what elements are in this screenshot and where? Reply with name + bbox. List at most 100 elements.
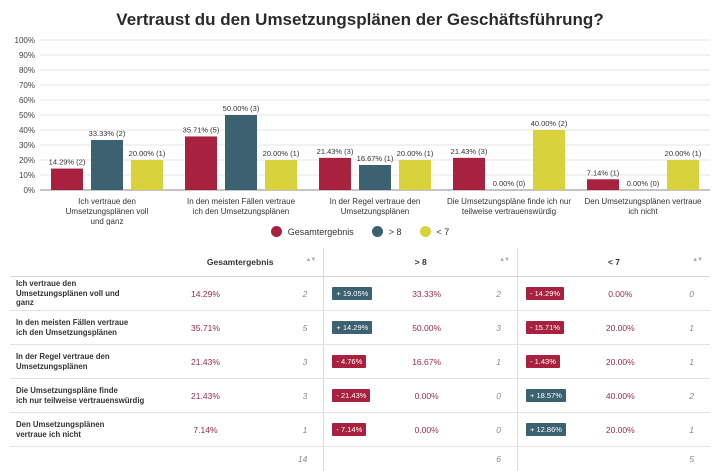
data-label: 16.67% (1) (357, 154, 394, 163)
lt7-pct: 20.00% (583, 345, 657, 379)
pct-value: 35.71% (191, 323, 220, 333)
y-tick-label: 30% (19, 141, 35, 150)
count-value: 3 (496, 323, 501, 333)
y-tick-label: 100% (15, 36, 35, 45)
pct-value: 20.00% (606, 357, 635, 367)
count-value: 5 (303, 323, 308, 333)
lt7-diff: + 18.57% (518, 379, 584, 413)
header-gt8[interactable]: > 8▲▼ (324, 248, 518, 277)
gt8-pct: 0.00% (389, 379, 463, 413)
x-tick-label: Ich vertraue den (78, 197, 136, 206)
count-value: 0 (496, 391, 501, 401)
bar (91, 140, 123, 190)
chart-legend: Gesamtergebnis > 8 < 7 (0, 226, 720, 237)
diff-badge: + 12.86% (526, 423, 566, 436)
y-tick-label: 70% (19, 81, 35, 90)
diff-badge: - 21.43% (332, 389, 370, 402)
y-tick-label: 90% (19, 51, 35, 60)
x-tick-label: ich nicht (628, 207, 658, 216)
gesamt-pct: 14.29% (157, 277, 254, 311)
data-label: 33.33% (2) (89, 129, 126, 138)
header-label: < 7 (608, 257, 620, 267)
total-lt7: 5 (518, 447, 710, 471)
count-value: 2 (689, 391, 694, 401)
data-label: 14.29% (2) (49, 158, 86, 167)
lt7-diff: - 15.71% (518, 311, 584, 345)
row-label-line: vertraue ich nicht (16, 430, 81, 439)
row-label-line: Ich vertraue den (16, 279, 76, 288)
y-tick-label: 0% (23, 186, 35, 195)
count-value: 1 (689, 323, 694, 333)
lt7-count: 1 (658, 345, 711, 379)
lt7-pct: 40.00% (583, 379, 657, 413)
count-value: 1 (496, 357, 501, 367)
header-gesamtergebnis[interactable]: Gesamtergebnis ▲▼ (157, 248, 324, 277)
gt8-pct: 0.00% (389, 413, 463, 447)
pct-value: 0.00% (415, 391, 439, 401)
lt7-diff: - 14.29% (518, 277, 584, 311)
gt8-count: 0 (464, 379, 518, 413)
header-empty (10, 248, 157, 277)
gt8-count: 3 (464, 311, 518, 345)
sort-icon[interactable]: ▲▼ (692, 257, 702, 263)
lt7-count: 2 (658, 379, 711, 413)
row-label-line: ich nur teilweise vertrauenswürdig (16, 396, 144, 405)
count-value: 1 (303, 425, 308, 435)
lt7-count: 0 (658, 277, 711, 311)
x-tick-label: In der Regel vertraue den (330, 197, 421, 206)
gesamt-pct: 7.14% (157, 413, 254, 447)
bar (399, 160, 431, 190)
legend-item-gesamtergebnis[interactable]: Gesamtergebnis (271, 226, 354, 237)
pct-value: 0.00% (415, 425, 439, 435)
diff-badge: - 14.29% (526, 287, 564, 300)
table-header-row: Gesamtergebnis ▲▼ > 8▲▼ < 7 ▲▼ (10, 248, 710, 277)
header-lt7[interactable]: < 7 ▲▼ (518, 248, 710, 277)
legend-item-gt8[interactable]: > 8 (372, 226, 402, 237)
gt8-count: 1 (464, 345, 518, 379)
gt8-count: 2 (464, 277, 518, 311)
row-label-line: Umsetzungsplänen (16, 362, 87, 371)
y-tick-label: 80% (19, 66, 35, 75)
sort-icon[interactable]: ▲▼ (306, 257, 316, 263)
diff-badge: - 7.14% (332, 423, 366, 436)
y-tick-label: 10% (19, 171, 35, 180)
count-value: 2 (303, 289, 308, 299)
lt7-pct: 20.00% (583, 311, 657, 345)
header-label: Gesamtergebnis (207, 257, 274, 267)
sort-icon[interactable]: ▲▼ (499, 257, 509, 263)
legend-label: Gesamtergebnis (288, 227, 354, 237)
gesamt-count: 5 (254, 311, 324, 345)
data-label: 0.00% (0) (627, 179, 660, 188)
y-tick-label: 40% (19, 126, 35, 135)
gesamt-pct: 21.43% (157, 379, 254, 413)
y-tick-label: 20% (19, 156, 35, 165)
totals-spacer (10, 447, 157, 471)
count-value: 0 (689, 289, 694, 299)
lt7-pct: 20.00% (583, 413, 657, 447)
total-value: 14 (298, 454, 307, 464)
gesamt-pct: 21.43% (157, 345, 254, 379)
legend-label: > 8 (389, 227, 402, 237)
count-value: 3 (303, 357, 308, 367)
total-gt8: 6 (324, 447, 518, 471)
diff-badge: + 14.29% (332, 321, 372, 334)
bar-chart: 0%10%20%30%40%50%60%70%80%90%100%14.29% … (0, 30, 720, 225)
bar (667, 160, 699, 190)
x-tick-label: Umsetzungsplänen (341, 207, 409, 216)
x-tick-label: In den meisten Fällen vertraue (187, 197, 296, 206)
x-tick-label: ich den Umsetzungsplänen (193, 207, 290, 216)
diff-badge: - 15.71% (526, 321, 564, 334)
count-value: 1 (689, 357, 694, 367)
legend-item-lt7[interactable]: < 7 (420, 226, 450, 237)
data-label: 50.00% (3) (223, 104, 260, 113)
data-label: 0.00% (0) (493, 179, 526, 188)
data-label: 20.00% (1) (129, 149, 166, 158)
bar (51, 169, 83, 190)
total-value: 6 (496, 454, 501, 464)
diff-badge: + 18.57% (526, 389, 566, 402)
